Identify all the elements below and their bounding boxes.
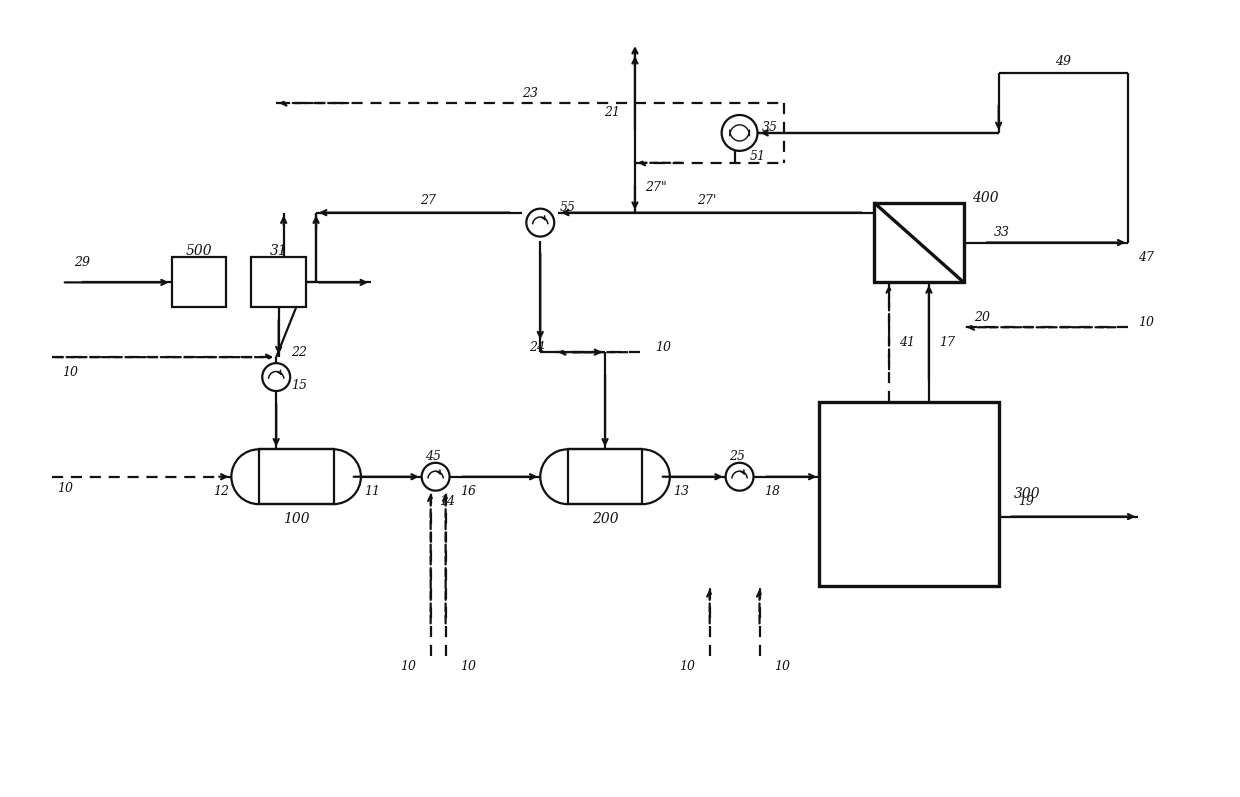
Bar (259, 450, 334, 505)
Text: 10: 10 (775, 660, 790, 673)
Text: 10: 10 (57, 482, 73, 495)
Text: 15: 15 (291, 379, 308, 391)
Bar (568, 450, 642, 505)
Text: 10: 10 (62, 366, 78, 379)
Text: 100: 100 (283, 512, 310, 525)
Text: 47: 47 (1138, 251, 1154, 264)
Text: 18: 18 (765, 485, 780, 498)
Text: 10: 10 (399, 660, 415, 673)
Text: 10: 10 (1138, 316, 1154, 329)
Text: 45: 45 (424, 450, 440, 463)
Bar (874, 202, 963, 282)
Bar (820, 402, 998, 587)
Circle shape (722, 115, 758, 151)
Text: 23: 23 (522, 87, 538, 100)
Bar (259, 450, 334, 505)
Text: 200: 200 (591, 512, 619, 525)
Text: 27: 27 (420, 194, 436, 207)
Text: 400: 400 (972, 190, 998, 205)
Text: 13: 13 (673, 485, 688, 498)
Circle shape (262, 363, 290, 391)
Bar (171, 257, 227, 308)
Text: 17: 17 (939, 336, 955, 349)
Text: 16: 16 (460, 485, 476, 498)
Bar (568, 450, 642, 505)
Text: 12: 12 (213, 485, 229, 498)
Text: 55: 55 (560, 201, 577, 214)
Text: 27': 27' (698, 194, 717, 207)
Text: 22: 22 (291, 346, 308, 359)
Circle shape (526, 209, 554, 237)
Text: 10: 10 (655, 340, 671, 354)
Text: 49: 49 (1055, 55, 1071, 68)
Text: 33: 33 (993, 226, 1009, 239)
Text: 10: 10 (678, 660, 694, 673)
Text: 25: 25 (729, 450, 744, 463)
Text: 41: 41 (899, 336, 915, 349)
Text: 29: 29 (74, 256, 89, 269)
Text: 31: 31 (270, 244, 288, 257)
Text: 300: 300 (1013, 487, 1040, 501)
Text: 19: 19 (1018, 495, 1034, 508)
Circle shape (422, 463, 450, 491)
Text: 14: 14 (439, 495, 455, 508)
Text: 20: 20 (973, 311, 990, 324)
Text: 35: 35 (761, 121, 777, 135)
Bar (252, 257, 306, 308)
Text: 24: 24 (529, 340, 546, 354)
Text: 11: 11 (363, 485, 379, 498)
Text: 51: 51 (749, 151, 765, 163)
Circle shape (725, 463, 754, 491)
Text: 10: 10 (460, 660, 476, 673)
Text: 27": 27" (645, 181, 667, 194)
Text: 500: 500 (186, 244, 212, 257)
Text: 21: 21 (604, 107, 620, 120)
